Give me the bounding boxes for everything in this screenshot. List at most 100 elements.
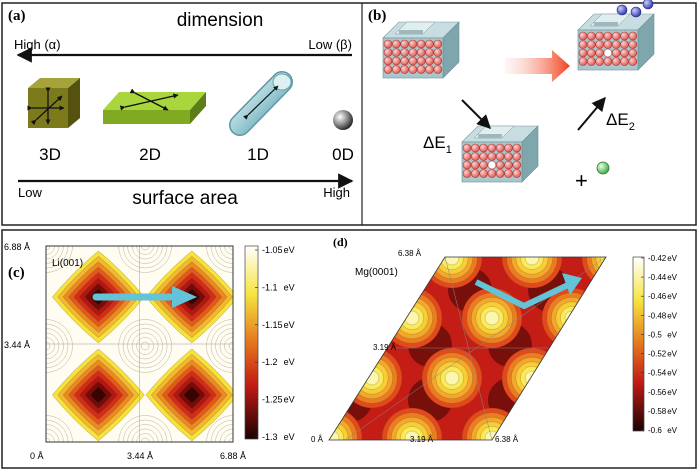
label-0d: 0D: [332, 145, 354, 164]
contour-line: [219, 332, 233, 360]
contour-line: [46, 337, 55, 355]
lattice-atom: [383, 56, 393, 66]
contour-line: [46, 328, 64, 364]
lattice-atom: [587, 40, 596, 49]
lattice-atom: [425, 48, 434, 57]
panel-d-xtick-0: 0 Å: [311, 435, 324, 444]
sphere-0d-icon: [333, 110, 353, 130]
lattice-atom: [487, 169, 497, 178]
panel-c-colorbar-tick-unit: eV: [284, 282, 295, 292]
lattice-atom: [433, 65, 443, 74]
panel-d-colorbar-tick-value: -0.44: [648, 273, 667, 282]
lattice-atom: [512, 152, 522, 161]
lattice-atom: [603, 57, 613, 66]
adatom: [616, 4, 628, 16]
panel-d-colorbar: [632, 256, 645, 432]
panel-c-ytick-top: 6.88 Å: [4, 242, 30, 252]
panel-c-xtick-0: 0 Å: [30, 451, 44, 461]
panel-d-xtick-end: 6.38 Å: [495, 435, 519, 444]
contour-level: [404, 430, 420, 440]
panel-a-label: (a): [8, 8, 26, 24]
lattice-atom: [433, 48, 443, 57]
lattice-atom: [408, 65, 418, 74]
lattice-atom: [400, 65, 409, 74]
label-1d: 1D: [247, 145, 269, 164]
contour-line: [224, 337, 233, 355]
lattice-atom: [416, 56, 426, 66]
lattice-atom: [620, 48, 629, 58]
lattice-atom: [587, 57, 596, 66]
contour-level: [600, 257, 606, 270]
panel-d-colorbar-tick-value: -0.56: [648, 388, 667, 397]
lattice-atom: [416, 39, 426, 49]
lattice-atom: [620, 57, 629, 66]
panel-d-colorbar-tick-unit: eV: [667, 426, 677, 435]
panel-c-colorbar: [244, 245, 259, 440]
contour-line: [210, 323, 233, 369]
contour-line: [206, 319, 233, 373]
panel-c-ytick-mid: 3.44 Å: [4, 340, 30, 350]
contour-line: [131, 428, 159, 442]
plus-sign: +: [575, 168, 588, 193]
lattice-atom: [611, 40, 621, 49]
lattice-atom: [578, 57, 588, 66]
lattice-atom: [628, 40, 638, 49]
lattice-atom: [628, 31, 638, 41]
lattice-atom: [595, 31, 604, 41]
panel-c-colorbar-tick-unit: eV: [284, 357, 295, 367]
lattice-atom: [408, 56, 418, 66]
lattice-atom: [462, 152, 472, 161]
step1-arrow: [461, 99, 491, 129]
lattice-atom: [479, 143, 488, 153]
panel-c-colorbar-tick-value: -1.1: [262, 282, 278, 292]
contour-line: [118, 415, 172, 442]
lattice-atom: [587, 48, 596, 58]
panel-c-colorbar-tick-value: -1.25: [262, 395, 283, 405]
contour-line: [136, 337, 154, 355]
lattice-atom: [425, 39, 434, 49]
lattice-atom: [400, 48, 409, 57]
slab-2d-icon: [103, 88, 206, 124]
lattice-atom: [471, 169, 480, 178]
lattice-atom: [504, 152, 513, 161]
lattice-atom: [471, 143, 480, 153]
panel-c-title: Li(001): [52, 258, 83, 269]
lattice-atom: [462, 169, 472, 178]
panel-d-colorbar-tick-value: -0.42: [648, 254, 667, 263]
lattice-atom: [628, 57, 638, 66]
lattice-atom: [512, 143, 522, 153]
contour-line: [140, 341, 150, 351]
contour-line: [131, 246, 159, 260]
high-alpha-label: High (α): [14, 37, 61, 52]
contour-line: [136, 433, 154, 442]
lattice-atom: [495, 143, 505, 153]
lattice-atom: [392, 39, 401, 49]
lattice-atom: [425, 56, 434, 66]
panel-c-colorbar-tick-unit: eV: [284, 432, 295, 442]
contour-line: [136, 246, 154, 255]
panel-d-colorbar-tick-value: -0.6: [648, 426, 662, 435]
panel-c-colorbar-tick-value: -1.2: [262, 357, 278, 367]
transition-arrow: [505, 50, 570, 82]
lattice-atom: [383, 48, 393, 57]
panel-d-colorbar-tick-value: -0.54: [648, 369, 667, 378]
lattice-atom: [400, 39, 409, 49]
step2-arrow: [577, 96, 606, 131]
contour-line: [122, 419, 168, 442]
contour-line: [122, 246, 168, 269]
contour-line: [118, 246, 172, 273]
lattice-atom: [595, 40, 604, 49]
contour-line: [228, 341, 233, 351]
panel-d-colorbar-tick-unit: eV: [667, 369, 677, 378]
delta-e2-label: ΔE2: [606, 110, 635, 133]
adatom: [630, 6, 642, 18]
lattice-atom: [495, 152, 505, 161]
cube-3d-icon: [27, 78, 80, 128]
contour-line: [140, 246, 150, 251]
dimension-title: dimension: [177, 10, 264, 31]
lattice-atom: [504, 143, 513, 153]
low-label: Low: [18, 185, 42, 200]
contour-line: [215, 328, 233, 364]
lattice-atom: [512, 160, 522, 170]
lattice-atom: [479, 160, 488, 170]
